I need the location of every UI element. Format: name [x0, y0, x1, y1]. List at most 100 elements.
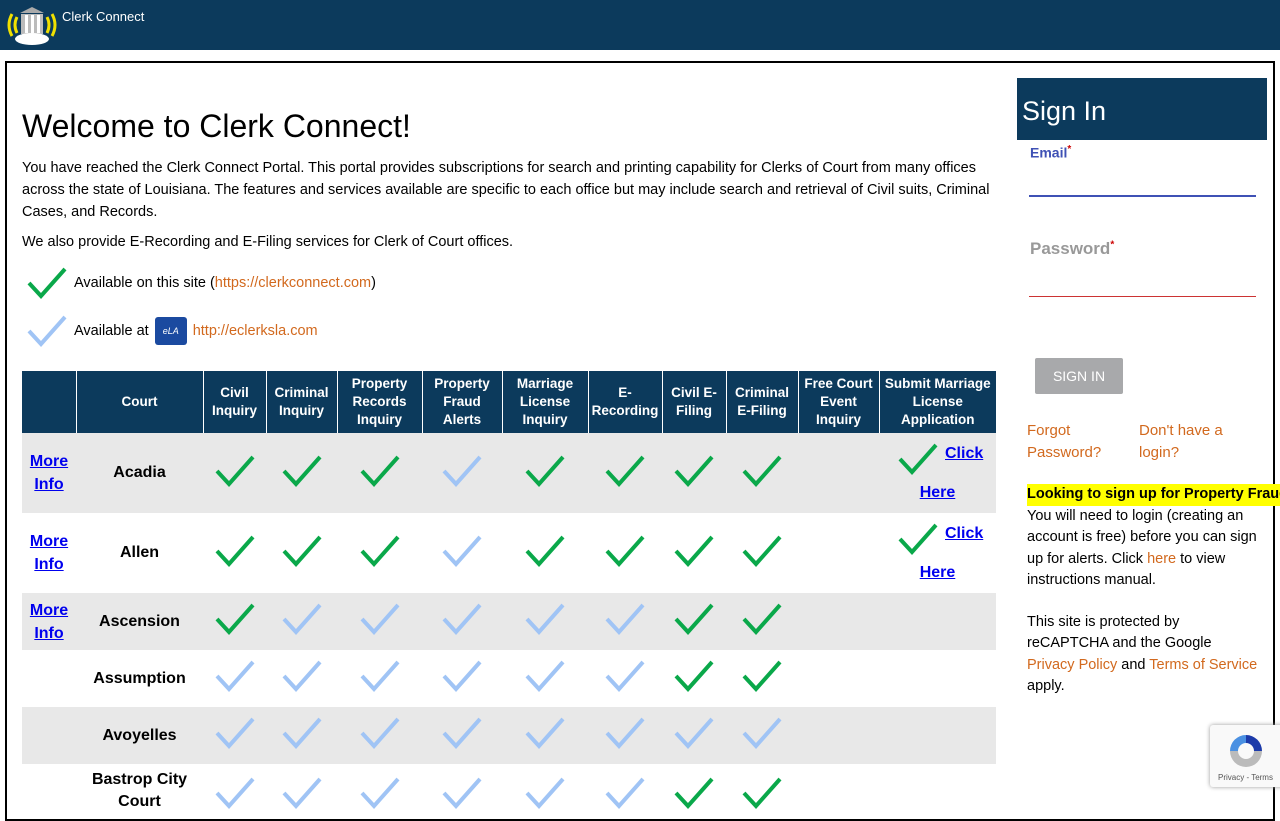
- service-cell: [502, 707, 588, 764]
- court-name: Assumption: [93, 669, 186, 687]
- table-row: More Info Allen Click Here: [22, 513, 996, 593]
- column-header: Marriage License Inquiry: [501, 371, 588, 433]
- table-row: Assumption: [22, 650, 996, 707]
- green-check-icon: [742, 535, 782, 567]
- column-header: Criminal E-Filing: [725, 371, 798, 433]
- light-check-icon: [605, 777, 645, 809]
- light-check-icon: [525, 603, 565, 635]
- no-login-link[interactable]: Don't have a login?: [1139, 422, 1223, 461]
- eclerks-link[interactable]: http://eclerksla.com: [192, 323, 318, 339]
- column-header: [22, 371, 76, 433]
- service-cell: [502, 513, 588, 593]
- click-here-link[interactable]: Click: [945, 445, 984, 462]
- password-label-text: Password: [1030, 238, 1111, 258]
- more-info-link[interactable]: More Info: [29, 453, 69, 493]
- green-check-icon: [360, 455, 399, 487]
- service-cell: [726, 433, 798, 513]
- legend-paren: ): [371, 275, 376, 291]
- court-name: Avoyelles: [76, 707, 203, 764]
- column-header: Court: [75, 371, 203, 433]
- light-check-icon: [360, 717, 399, 749]
- green-check-icon: [898, 523, 938, 555]
- submit-cell: Click Here: [879, 513, 996, 593]
- column-header: Civil E-Filing: [661, 371, 726, 433]
- light-check-icon: [525, 717, 565, 749]
- more-info-link[interactable]: More Info: [29, 533, 69, 573]
- green-check-icon: [282, 455, 321, 487]
- more-info-cell: [22, 707, 76, 764]
- service-cell: [422, 433, 502, 513]
- more-info-cell: More Info: [22, 593, 76, 650]
- service-cell: [266, 707, 337, 764]
- service-cell: [798, 707, 879, 764]
- password-input[interactable]: [1029, 258, 1256, 297]
- more-info-cell: [22, 650, 76, 707]
- recaptcha-badge[interactable]: Privacy - Terms: [1210, 725, 1280, 787]
- recaptcha-links[interactable]: Privacy - Terms: [1218, 773, 1273, 782]
- table-row: Avoyelles: [22, 707, 996, 764]
- click-here-link[interactable]: Here: [919, 484, 956, 501]
- table-row: More Info Ascension: [22, 593, 996, 650]
- click-here-link[interactable]: Here: [919, 564, 956, 581]
- instructions-link[interactable]: here: [1147, 550, 1177, 567]
- service-cell: [798, 650, 879, 707]
- service-cell: [337, 707, 422, 764]
- light-check-icon: [215, 660, 254, 692]
- service-cell: [203, 433, 266, 513]
- service-cell: [726, 707, 798, 764]
- court-name: Acadia: [76, 433, 203, 513]
- more-info-cell: More Info: [22, 513, 76, 593]
- court-name: Bastrop City Court: [91, 771, 188, 810]
- legend-label: Available on this site (: [74, 275, 215, 291]
- fraud-alert-highlight: Looking to sign up for Property Fraud Al…: [1027, 484, 1280, 506]
- clerk-connect-logo-icon[interactable]: [4, 4, 60, 46]
- light-check-icon: [442, 603, 482, 635]
- service-cell: [337, 650, 422, 707]
- light-check-icon: [442, 717, 482, 749]
- light-check-icon: [442, 777, 482, 809]
- service-cell: [502, 650, 588, 707]
- info-text: to view instructions manual.: [1027, 550, 1226, 589]
- more-info-link[interactable]: More Info: [29, 601, 69, 642]
- click-here-link[interactable]: Click: [945, 525, 984, 542]
- recaptcha-text: and: [1117, 656, 1150, 673]
- service-cell: [502, 764, 588, 821]
- courts-table: Court Civil Inquiry Criminal Inquiry Proper…: [22, 371, 996, 821]
- green-check-icon: [898, 443, 938, 475]
- service-cell: [726, 764, 798, 821]
- green-check-icon: [27, 267, 67, 299]
- column-header: Submit Marriage License Application: [878, 371, 996, 433]
- info-text: You will need to login (creating an acco…: [1027, 507, 1257, 567]
- column-header: Property Fraud Alerts: [421, 371, 502, 433]
- service-cell: [266, 593, 337, 650]
- green-check-icon: [282, 535, 321, 567]
- forgot-password-link[interactable]: Forgot Password?: [1027, 422, 1102, 461]
- legend-available-at: Available at eLA http://eclerksla.com: [26, 309, 997, 353]
- service-cell: [662, 707, 726, 764]
- service-cell: [266, 513, 337, 593]
- recaptcha-icon: [1230, 735, 1262, 767]
- email-input[interactable]: [1029, 160, 1256, 197]
- green-check-icon: [674, 535, 714, 567]
- app-title[interactable]: Clerk Connect: [62, 9, 145, 24]
- light-check-icon: [360, 603, 399, 635]
- green-check-icon: [742, 455, 782, 487]
- service-cell: [798, 593, 879, 650]
- light-check-icon: [442, 535, 482, 567]
- green-check-icon: [215, 455, 254, 487]
- legend-available-here: Available on this site (https://clerkcon…: [26, 261, 997, 305]
- light-check-icon: [215, 717, 254, 749]
- required-mark: *: [1067, 144, 1072, 155]
- service-cell: [588, 513, 662, 593]
- clerkconnect-link[interactable]: https://clerkconnect.com: [214, 275, 372, 291]
- sign-in-button[interactable]: SIGN IN: [1035, 358, 1123, 394]
- green-check-icon: [674, 455, 714, 487]
- service-cell: [203, 707, 266, 764]
- service-cell: [422, 593, 502, 650]
- terms-link[interactable]: Terms of Service: [1149, 656, 1258, 673]
- service-cell: [588, 764, 662, 821]
- privacy-policy-link[interactable]: Privacy Policy: [1027, 656, 1118, 673]
- required-mark: *: [1110, 239, 1115, 250]
- service-cell: [798, 764, 879, 821]
- table-row: More Info Acadia Click Here: [22, 433, 996, 513]
